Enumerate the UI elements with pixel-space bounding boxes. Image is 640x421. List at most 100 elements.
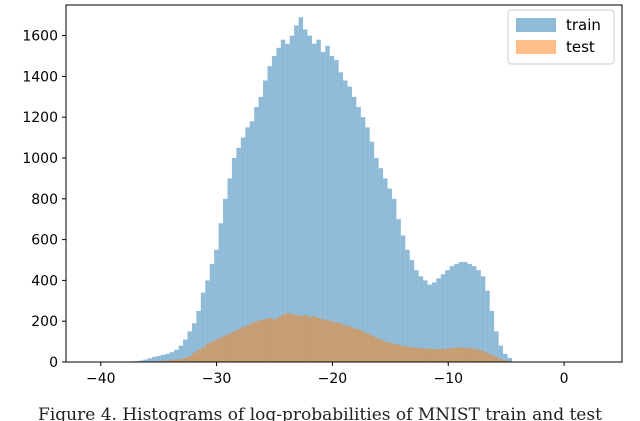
bar-test [463, 347, 468, 362]
bar-train [351, 96, 357, 363]
bar-train [418, 276, 424, 362]
bar-train [400, 235, 406, 362]
bar-test [374, 337, 379, 362]
bar-train [196, 311, 201, 362]
bar-test [200, 347, 206, 362]
bar-test [369, 335, 375, 362]
bar-test [223, 335, 228, 362]
x-axis: −40 −30 −20 −10 0 [86, 362, 569, 387]
bar-test [494, 356, 499, 362]
bar-train [320, 51, 326, 363]
bar-train [143, 359, 148, 362]
bar-test [316, 318, 321, 362]
bar-test [365, 333, 370, 362]
bar-train [454, 264, 459, 362]
bar-train [485, 290, 490, 362]
legend-label-train: train [566, 16, 601, 34]
y-tick-label: 800 [31, 192, 58, 208]
bar-test [423, 348, 428, 362]
bar-test [480, 350, 486, 362]
bar-train [489, 311, 495, 362]
bar-test [263, 319, 268, 362]
x-tick-label: −20 [318, 371, 348, 387]
bar-test [431, 348, 437, 362]
bar-train [494, 331, 499, 362]
bar-train [498, 345, 504, 362]
bar-train [267, 66, 272, 362]
bar-train [280, 39, 286, 363]
bar-train [254, 107, 259, 362]
bar-test [418, 348, 424, 362]
bar-train [476, 270, 481, 362]
bar-test [454, 347, 459, 362]
bar-train [463, 262, 468, 362]
bar-train [405, 249, 410, 362]
y-tick-label: 0 [49, 355, 58, 371]
bar-train [347, 86, 352, 362]
bar-train [467, 264, 472, 362]
bar-train [387, 188, 392, 362]
train-bars [129, 17, 512, 363]
bar-test [294, 315, 299, 362]
bar-train [178, 345, 184, 362]
bar-test [178, 359, 184, 362]
bar-test [303, 315, 308, 362]
bar-test [240, 327, 246, 362]
bar-train [325, 45, 330, 363]
bar-train [160, 354, 166, 362]
bar-test [400, 345, 406, 362]
bar-test [427, 348, 432, 362]
bar-test [445, 348, 450, 362]
bar-train [151, 356, 157, 362]
bar-train [445, 270, 450, 362]
bar-train [365, 127, 370, 363]
legend: train test [507, 9, 615, 65]
bar-train [329, 56, 335, 362]
bar-train [378, 168, 384, 362]
figure-caption: Figure 4. Histograms of log-probabilitie… [38, 405, 602, 421]
bar-train [236, 147, 241, 362]
bar-train [334, 60, 339, 362]
bar-train [391, 198, 397, 362]
bar-train [271, 56, 277, 362]
x-tick-label: −40 [86, 371, 116, 387]
legend-swatch-test [516, 40, 556, 54]
bar-train [507, 357, 512, 362]
bar-train [409, 260, 415, 362]
bar-test [383, 341, 388, 362]
bar-test [467, 348, 472, 362]
bar-train [218, 223, 224, 362]
bar-test [214, 339, 219, 362]
plot-area [65, 4, 623, 363]
bar-test [440, 348, 446, 362]
bar-test [436, 349, 441, 362]
bar-test [236, 329, 241, 362]
bar-test [307, 317, 312, 362]
test-bars [134, 313, 512, 362]
bar-test [280, 315, 286, 362]
bar-test [271, 319, 277, 362]
bar-train [240, 137, 246, 362]
bar-test [471, 348, 477, 362]
bar-test [249, 323, 255, 362]
bar-test [338, 323, 344, 362]
bar-train [414, 270, 419, 362]
bar-train [383, 178, 388, 362]
bar-test [320, 319, 326, 362]
bar-test [485, 352, 490, 362]
bar-train [191, 323, 197, 362]
bar-train [165, 353, 170, 362]
bar-train [316, 39, 321, 363]
bar-test [196, 349, 201, 362]
bar-test [245, 325, 250, 362]
bar-test [503, 360, 508, 362]
x-tick-label: −10 [433, 371, 463, 387]
bar-test [391, 343, 397, 362]
bar-test [329, 321, 335, 362]
bar-train [276, 47, 281, 363]
legend-swatch-train [516, 18, 556, 32]
bar-train [338, 72, 344, 362]
bar-train [263, 80, 268, 362]
bar-test [205, 343, 210, 362]
